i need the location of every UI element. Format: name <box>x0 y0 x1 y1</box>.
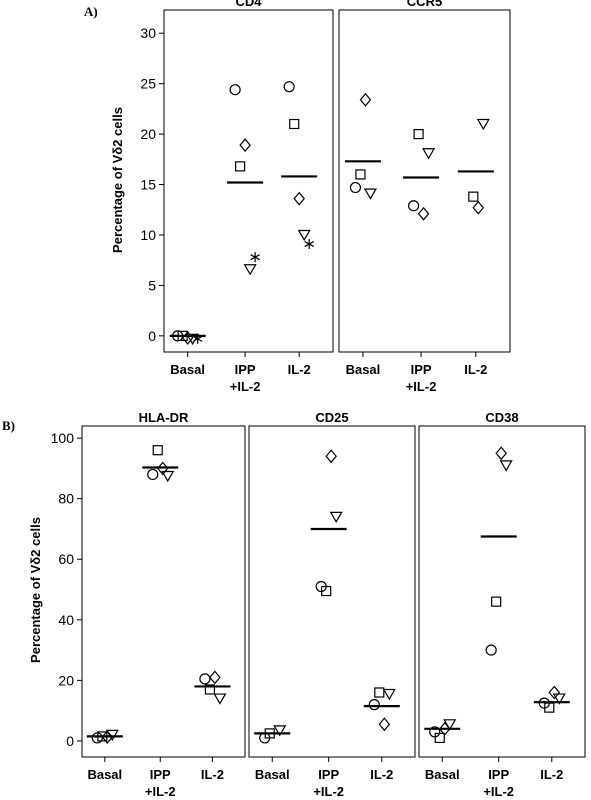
y-tick-label: 60 <box>58 551 74 567</box>
y-tick-label: 15 <box>140 177 156 193</box>
point <box>422 148 436 160</box>
point <box>552 693 566 705</box>
point <box>297 229 311 242</box>
point <box>161 470 175 483</box>
point <box>293 191 305 206</box>
point <box>204 684 215 695</box>
point <box>485 644 497 656</box>
panel-title: CCR5 <box>407 0 442 9</box>
point <box>359 92 372 107</box>
point <box>273 725 287 737</box>
point <box>355 169 366 180</box>
point <box>147 468 159 481</box>
y-tick-label: 20 <box>140 126 156 142</box>
y-tick-label: 20 <box>58 672 74 688</box>
y-tick-label: 30 <box>140 25 156 41</box>
point <box>321 585 332 597</box>
point <box>349 181 362 194</box>
point <box>476 118 490 131</box>
y-tick-label: 0 <box>66 733 74 749</box>
panel-title: CD25 <box>315 410 348 425</box>
point <box>199 673 211 685</box>
point <box>209 670 221 685</box>
x-tick-label: Basal <box>255 767 290 782</box>
x-tick-label: Basal <box>170 362 205 377</box>
y-tick-label: 0 <box>148 328 156 344</box>
panel-title: HLA-DR <box>139 410 189 425</box>
x-tick-label: IPP +IL-2 <box>483 767 514 799</box>
x-tick-label: Basal <box>425 767 460 782</box>
point <box>243 264 257 276</box>
point <box>495 446 507 461</box>
y-axis-label: Percentage of Vδ2 cells <box>28 517 43 663</box>
point <box>235 161 246 172</box>
point <box>472 200 485 215</box>
point <box>229 84 241 96</box>
x-tick-label: IL-2 <box>370 767 393 782</box>
point <box>413 128 424 140</box>
point <box>548 685 561 700</box>
x-tick-label: IPP +IL-2 <box>145 767 176 799</box>
point <box>417 206 430 221</box>
point <box>363 188 377 200</box>
y-tick-label: 5 <box>148 277 156 293</box>
point <box>434 732 445 744</box>
panel-label: A) <box>84 4 98 19</box>
x-tick-label: IL-2 <box>201 767 224 782</box>
panel-title: CD38 <box>485 410 518 425</box>
x-tick-label: IPP +IL-2 <box>230 362 261 394</box>
point <box>491 596 502 607</box>
plot-frame <box>418 425 586 758</box>
point <box>329 511 343 524</box>
plot-frame <box>338 9 511 353</box>
point <box>105 729 119 742</box>
point <box>443 719 457 731</box>
point <box>325 449 337 464</box>
point <box>152 445 163 456</box>
panel-title: CD4 <box>235 0 262 9</box>
x-tick-label: IL-2 <box>464 362 487 377</box>
point <box>304 239 314 250</box>
y-tick-label: 100 <box>51 430 75 446</box>
point <box>239 138 251 153</box>
plot-frame <box>81 425 246 758</box>
point <box>101 730 114 744</box>
plot-frame <box>163 9 334 353</box>
y-tick-label: 10 <box>140 227 156 243</box>
point <box>378 717 391 732</box>
point <box>407 200 420 212</box>
point <box>382 688 396 701</box>
y-tick-label: 40 <box>58 612 74 628</box>
point <box>283 81 295 93</box>
y-tick-label: 25 <box>140 76 156 92</box>
y-tick-label: 80 <box>58 491 74 507</box>
point <box>368 699 380 711</box>
x-tick-label: IPP +IL-2 <box>406 362 437 394</box>
point <box>499 460 513 472</box>
x-tick-label: Basal <box>346 362 381 377</box>
plot-frame <box>248 425 416 758</box>
point <box>186 333 200 346</box>
point <box>289 118 300 130</box>
x-tick-label: Basal <box>87 767 122 782</box>
panel-label: B) <box>2 418 15 433</box>
y-axis-label: Percentage of Vδ2 cells <box>110 107 125 253</box>
x-tick-label: IL-2 <box>540 767 563 782</box>
point <box>374 687 385 698</box>
point <box>213 693 227 705</box>
x-tick-label: IPP +IL-2 <box>313 767 344 799</box>
point <box>468 191 479 202</box>
x-tick-label: IL-2 <box>288 362 311 377</box>
point <box>250 252 260 263</box>
